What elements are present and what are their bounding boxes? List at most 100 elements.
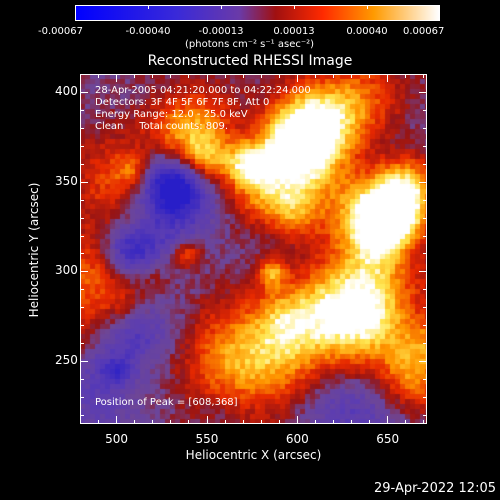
y-tick <box>419 361 427 362</box>
image-title: Reconstructed RHESSI Image <box>147 53 353 69</box>
plot-frame <box>80 74 427 424</box>
x-tick <box>116 416 117 424</box>
x-tick <box>423 420 424 424</box>
y-tick <box>80 253 84 254</box>
x-tick <box>188 420 189 424</box>
x-tick-label: 550 <box>195 432 219 446</box>
y-tick <box>80 236 84 237</box>
x-tick <box>261 74 262 78</box>
info-total-counts: Clean Total counts: 809. <box>95 121 229 132</box>
colorbar-tick <box>221 5 222 9</box>
x-tick <box>405 420 406 424</box>
y-tick <box>423 415 427 416</box>
y-tick <box>80 164 84 165</box>
y-tick <box>80 343 84 344</box>
y-tick <box>80 182 88 183</box>
y-tick <box>423 128 427 129</box>
x-tick <box>152 420 153 424</box>
colorbar-tick-label: 0.00067 <box>403 26 445 37</box>
y-tick <box>423 236 427 237</box>
y-tick <box>423 74 427 75</box>
y-tick <box>419 182 427 183</box>
y-tick-label: 300 <box>55 263 78 278</box>
y-tick <box>80 397 84 398</box>
x-tick <box>170 420 171 424</box>
x-tick <box>80 74 81 78</box>
x-tick <box>243 74 244 78</box>
colorbar-tick <box>294 5 295 9</box>
x-tick <box>207 74 208 82</box>
y-tick <box>80 218 84 219</box>
y-tick <box>80 379 84 380</box>
x-tick <box>261 420 262 424</box>
x-tick-label: 650 <box>376 432 400 446</box>
y-tick <box>423 325 427 326</box>
y-tick <box>423 110 427 111</box>
peak-position: Position of Peak = [608,368] <box>95 397 238 408</box>
colorbar-tick <box>439 5 440 9</box>
colorbar-ticks <box>75 5 440 23</box>
x-tick <box>116 74 117 82</box>
info-detectors: Detectors: 3F 4F 5F 6F 7F 8F, Att 0 <box>95 97 270 108</box>
y-tick <box>80 271 88 272</box>
x-axis-label: Heliocentric X (arcsec) <box>185 448 322 462</box>
colorbar-tick-label: -0.00040 <box>125 26 171 37</box>
x-tick <box>170 74 171 78</box>
y-tick <box>423 379 427 380</box>
colorbar-tick <box>367 5 368 9</box>
y-tick <box>80 415 84 416</box>
x-tick <box>297 74 298 82</box>
y-tick <box>80 146 84 147</box>
y-tick <box>423 146 427 147</box>
y-tick-label: 400 <box>55 83 78 98</box>
y-tick <box>423 253 427 254</box>
x-tick <box>387 74 388 82</box>
y-tick <box>80 361 88 362</box>
colorbar-tick-label: -0.00013 <box>198 26 244 37</box>
x-tick <box>333 74 334 78</box>
y-tick <box>80 307 84 308</box>
colorbar-tick-label: 0.00013 <box>273 26 315 37</box>
x-tick <box>297 416 298 424</box>
y-tick <box>80 289 84 290</box>
x-tick <box>351 74 352 78</box>
x-tick-label: 500 <box>105 432 129 446</box>
rhessi-image <box>80 74 427 424</box>
x-tick <box>279 74 280 78</box>
colorbar-tick <box>148 5 149 9</box>
y-tick <box>80 110 84 111</box>
x-tick <box>351 420 352 424</box>
colorbar-tick-labels: -0.00067 -0.00040 -0.00013 0.00013 0.00040 0.… <box>0 0 500 40</box>
x-tick <box>369 74 370 78</box>
x-tick <box>80 420 81 424</box>
x-tick <box>387 416 388 424</box>
x-tick <box>315 74 316 78</box>
x-tick <box>333 420 334 424</box>
x-tick-label: 600 <box>285 432 309 446</box>
y-tick <box>423 164 427 165</box>
x-tick <box>225 420 226 424</box>
colorbar-tick-label: 0.00040 <box>346 26 388 37</box>
x-tick <box>279 420 280 424</box>
x-tick <box>315 420 316 424</box>
colorbar-tick <box>75 5 76 9</box>
x-tick <box>369 420 370 424</box>
y-tick <box>423 343 427 344</box>
x-tick <box>134 74 135 78</box>
x-tick <box>243 420 244 424</box>
plot-timestamp: 29-Apr-2022 12:05 <box>374 481 496 496</box>
y-tick-label: 350 <box>55 173 78 188</box>
y-tick <box>80 128 84 129</box>
y-tick <box>80 325 84 326</box>
y-tick <box>423 218 427 219</box>
y-tick <box>80 74 84 75</box>
x-tick <box>207 416 208 424</box>
colorbar-tick-label: -0.00067 <box>38 26 83 37</box>
info-energy-range: Energy Range: 12.0 - 25.0 keV <box>95 109 248 120</box>
x-tick <box>405 74 406 78</box>
y-axis-label: Heliocentric Y (arcsec) <box>27 182 41 318</box>
y-tick <box>80 92 88 93</box>
x-tick <box>225 74 226 78</box>
info-time-range: 28-Apr-2005 04:21:20.000 to 04:22:24.000 <box>95 85 311 96</box>
